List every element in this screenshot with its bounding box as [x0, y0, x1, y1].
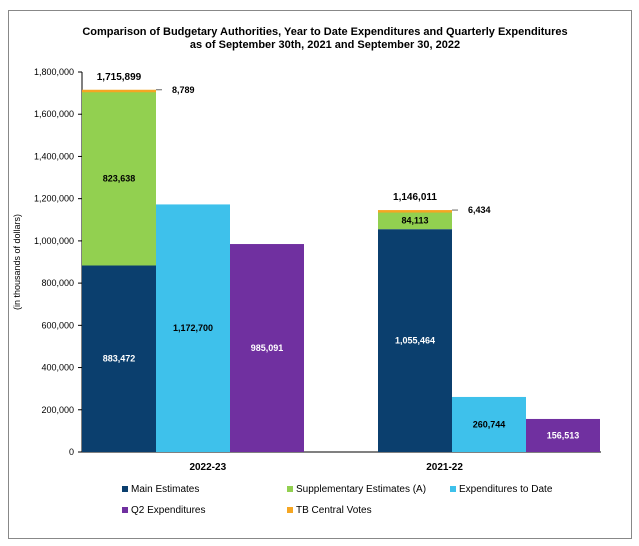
y-tick-label: 600,000 [41, 320, 74, 330]
data-label: 260,744 [473, 419, 506, 429]
data-label: 883,472 [103, 354, 136, 364]
data-label: 156,513 [547, 430, 580, 440]
data-label: 84,113 [401, 215, 428, 225]
legend-swatch [122, 486, 128, 492]
chart-title: Comparison of Budgetary Authorities, Yea… [82, 26, 567, 38]
data-label: 6,434 [468, 205, 491, 215]
bar-tb-central-votes [82, 89, 156, 93]
y-tick-label: 1,000,000 [34, 236, 74, 246]
bar-q2-expenditures [230, 244, 304, 452]
bar-q2-expenditures [526, 418, 600, 452]
bar-expenditures-to-date [452, 396, 526, 452]
y-tick-label: 0 [69, 447, 74, 457]
y-tick-label: 800,000 [41, 278, 74, 288]
data-label: 1,172,700 [173, 323, 213, 333]
bar-main-estimates [378, 229, 452, 452]
legend-swatch [287, 507, 293, 513]
x-tick-label: 2021-22 [426, 462, 463, 473]
bar-main-estimates [82, 265, 156, 452]
y-tick-label: 1,800,000 [34, 67, 74, 77]
legend-label: Q2 Expenditures [131, 505, 206, 516]
legend-swatch [287, 486, 293, 492]
total-label: 1,715,899 [97, 72, 142, 83]
bar-supplementary-estimates-a- [82, 91, 156, 266]
data-label: 8,789 [172, 85, 195, 95]
data-label: 985,091 [251, 343, 284, 353]
bar-expenditures-to-date [156, 204, 230, 452]
y-axis-label: (in thousands of dollars) [12, 214, 22, 310]
x-tick-label: 2022-23 [189, 462, 226, 473]
bar-tb-central-votes [378, 210, 452, 213]
data-label: 823,638 [103, 174, 136, 184]
y-tick-label: 400,000 [41, 363, 74, 373]
y-tick-label: 1,600,000 [34, 109, 74, 119]
y-tick-label: 200,000 [41, 405, 74, 415]
legend-swatch [450, 486, 456, 492]
legend-label: TB Central Votes [296, 505, 372, 516]
legend-label: Expenditures to Date [459, 484, 553, 495]
chart-subtitle: as of September 30th, 2021 and September… [190, 39, 460, 51]
y-tick-label: 1,400,000 [34, 151, 74, 161]
legend-label: Supplementary Estimates (A) [296, 484, 426, 495]
legend-swatch [122, 507, 128, 513]
data-label: 1,055,464 [395, 336, 435, 346]
legend-label: Main Estimates [131, 484, 199, 495]
y-tick-label: 1,200,000 [34, 194, 74, 204]
total-label: 1,146,011 [393, 192, 437, 203]
bar-supplementary-estimates-a- [378, 211, 452, 230]
